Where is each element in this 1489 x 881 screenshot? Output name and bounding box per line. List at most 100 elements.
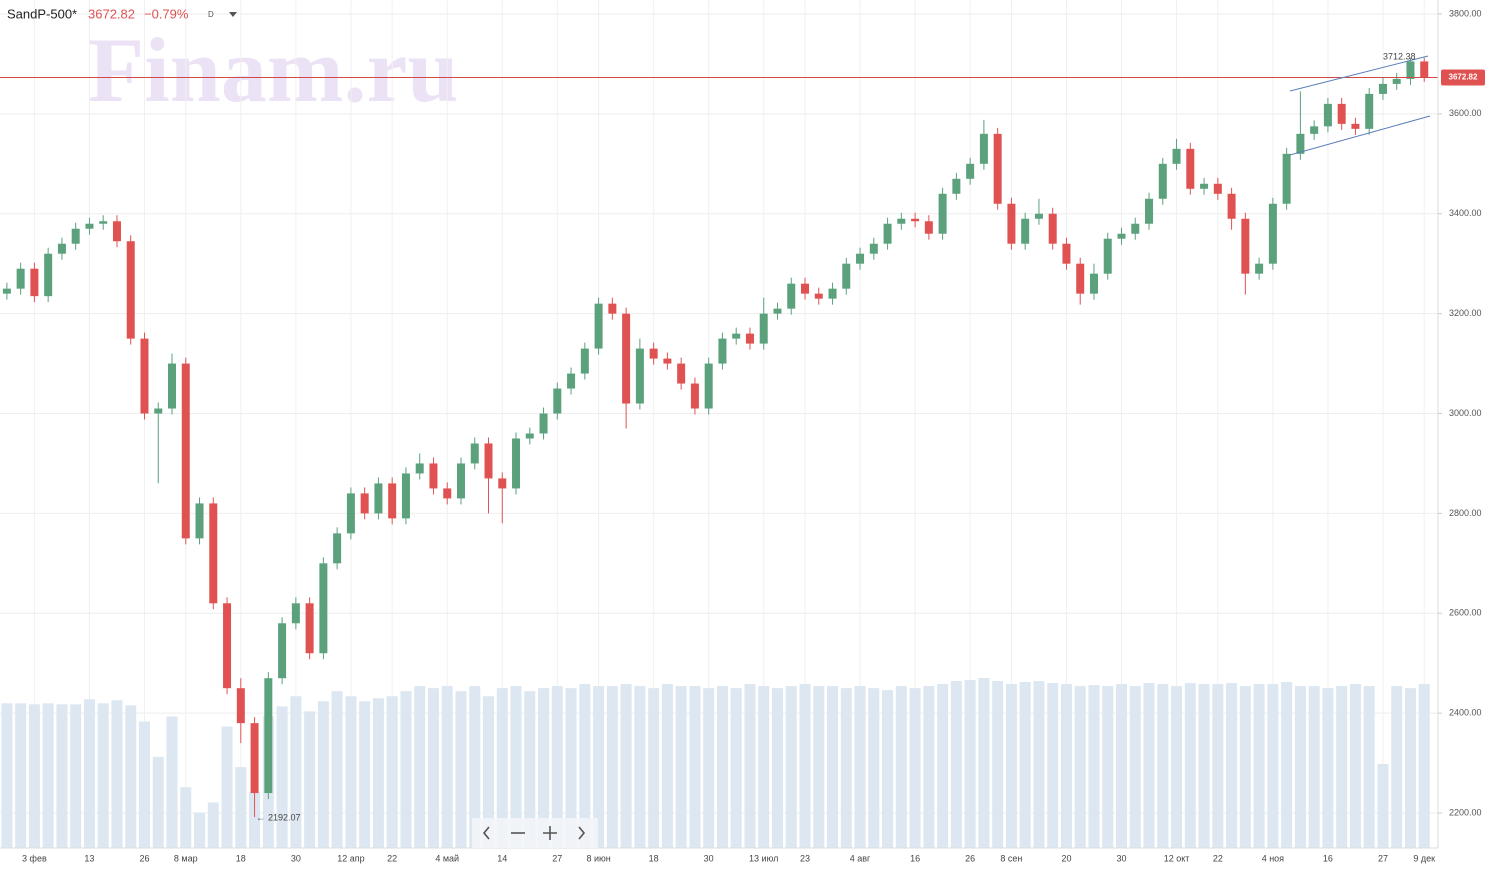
candle-body [966,163,975,179]
candle-body [223,603,232,689]
candle-body [346,493,355,534]
candle-body [305,603,314,654]
volume-bar [730,688,742,848]
candle-body [1103,238,1112,274]
volume-bar [978,678,990,848]
volume-bar [414,686,426,848]
candle-body [1034,213,1043,219]
candle-body [44,253,53,297]
volume-bar [1404,688,1416,848]
candle-body [663,358,672,364]
nav-left[interactable] [482,826,490,840]
y-tick-label: 2800.00 [1449,508,1482,518]
volume-bar [923,686,935,848]
volume-bar [1363,686,1375,848]
volume-bar [469,686,481,848]
volume-bar [359,701,371,848]
volume-bar [138,721,150,848]
candle-body [195,503,204,539]
candle-body [512,438,521,489]
candle-body [718,338,727,364]
volume-bar [716,686,728,848]
volume-bar [56,704,68,848]
x-tick-label: 13 [84,853,94,863]
volume-bar [1377,764,1389,848]
volume-bar [1198,684,1210,848]
x-tick-label: 26 [965,853,975,863]
volume-bar [166,716,178,848]
volume-bar [661,684,673,848]
volume-bar [937,684,949,848]
volume-bar [1115,684,1128,848]
volume-bar [290,696,302,848]
volume-bar [152,756,164,848]
volume-bar [565,688,577,848]
interval-dropdown[interactable] [229,12,237,17]
candle-body [1365,93,1374,129]
volume-bar [28,704,40,848]
candle-body [773,308,782,314]
volume-bar [909,688,921,848]
volume-bar [675,686,687,848]
candle-body [1351,123,1360,129]
candle-body [1420,61,1429,78]
y-tick-label: 3800.00 [1449,8,1482,18]
candle-body [1172,148,1181,164]
candle-body [690,383,699,409]
candle-body [236,688,245,724]
volume-layer [1,678,1430,848]
candle-body [856,253,865,264]
interval[interactable]: D [208,10,214,19]
candle-body [415,463,424,474]
candle-body [539,413,548,434]
candle-body [704,363,713,409]
last-price: 3672.82 [88,6,135,21]
x-tick-label: 8 июн [586,853,610,863]
x-tick-label: 3 фев [22,853,47,863]
volume-bar [70,704,82,848]
candle-body [1227,193,1236,219]
candle-body [319,563,328,654]
candle-body [883,223,892,244]
y-tick-label: 2600.00 [1449,608,1482,618]
candle-body [1310,126,1319,134]
volume-bar [1226,683,1238,848]
volume-bar [97,703,109,848]
candle-body [787,283,796,309]
volume-bar [1033,681,1045,848]
candle-body [1131,223,1140,234]
y-tick-label: 2200.00 [1449,807,1482,817]
nav-zoom-in[interactable] [543,826,557,840]
volume-bar [840,688,852,848]
volume-bar [524,691,536,848]
candle-body [181,363,190,539]
x-tick-label: 12 апр [337,853,364,863]
candle-body [1145,198,1154,224]
candle-body [1117,233,1126,239]
candle-body [1007,203,1016,244]
candle-body [979,133,988,164]
volume-bar [992,681,1004,848]
candle-body [567,373,576,389]
candle-body [30,268,39,297]
volume-bar [304,711,316,848]
y-tick-label: 2400.00 [1449,708,1482,718]
volume-bar [895,686,907,848]
candle-body [1089,273,1098,294]
nav-right[interactable] [578,826,586,840]
candle-body [57,243,66,254]
candle-layer [0,57,1438,818]
volume-bar [551,686,563,848]
volume-bar [648,688,660,848]
x-tick-label: 4 авг [850,853,871,863]
volume-bar [1294,686,1306,848]
x-tick-label: 18 [236,853,246,863]
volume-bar [235,767,247,848]
volume-bar [1129,686,1141,848]
change: −0.79% [144,6,189,21]
candle-body [1076,263,1085,294]
candle-body [897,218,906,224]
candle-body [1021,218,1030,244]
volume-bar [125,705,137,848]
volume-bar [744,684,756,848]
